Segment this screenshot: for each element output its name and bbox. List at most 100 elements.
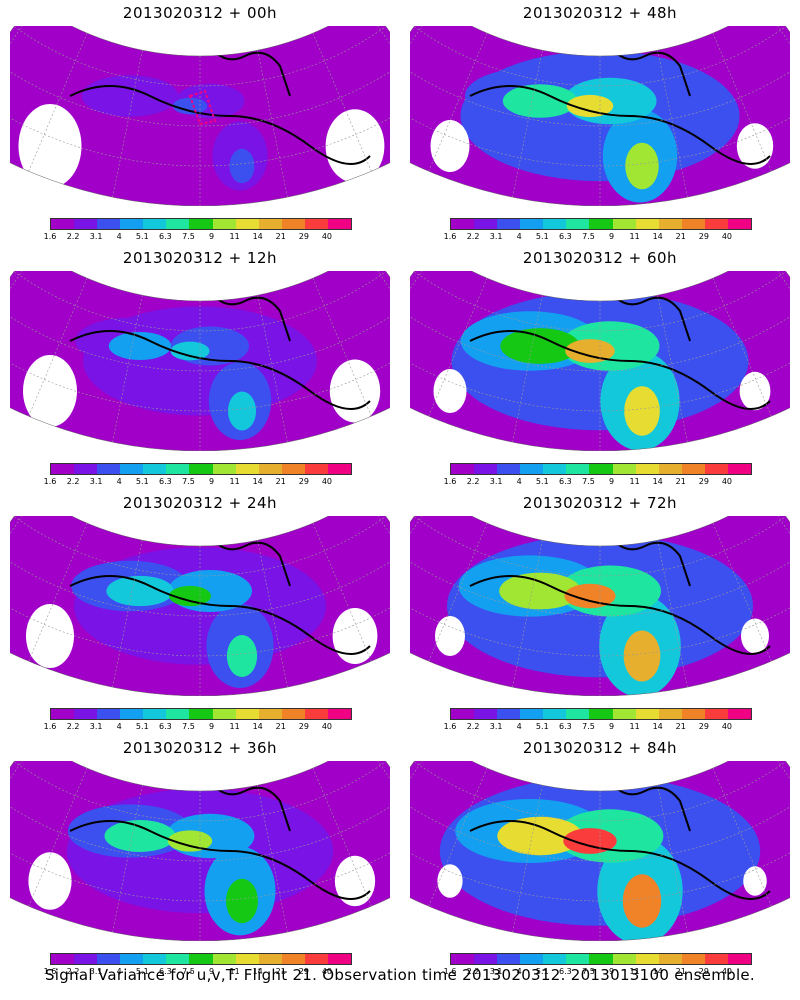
variance-map — [410, 516, 790, 696]
colorbar-swatch — [635, 709, 659, 719]
colorbar-swatch — [451, 954, 475, 964]
colorbar — [450, 708, 752, 720]
colorbar-label: 9 — [608, 722, 615, 731]
colorbar-label: 7.5 — [182, 477, 195, 486]
colorbar-label: 40 — [321, 967, 333, 976]
colorbar-label: 11 — [229, 722, 240, 731]
colorbar-label: 21 — [675, 722, 686, 731]
colorbar-swatch — [304, 954, 328, 964]
colorbar-swatch — [212, 219, 236, 229]
colorbar-label: 4 — [516, 232, 522, 241]
colorbar-swatch — [189, 219, 213, 229]
colorbar-swatch — [258, 709, 282, 719]
colorbar-swatch — [658, 709, 682, 719]
colorbar-swatch — [589, 219, 613, 229]
panel-title: 2013020312 + 36h — [122, 739, 278, 757]
colorbar-label: 29 — [298, 722, 309, 731]
colorbar-swatch — [566, 219, 590, 229]
colorbar-label: 7.5 — [582, 722, 595, 731]
colorbar-swatch — [612, 709, 636, 719]
colorbar-label: 14 — [652, 232, 663, 241]
variance-map — [410, 26, 790, 206]
colorbar-label: 21 — [275, 477, 286, 486]
colorbar-label: 21 — [675, 232, 686, 241]
colorbar-label: 11 — [229, 477, 240, 486]
colorbar-swatch — [258, 954, 282, 964]
colorbar-label: 1.6 — [43, 477, 57, 486]
colorbar-label: 4 — [116, 477, 122, 486]
colorbar-label: 7.5 — [182, 967, 195, 976]
colorbar-label: 21 — [275, 967, 286, 976]
forecast-panel: 2013020312 + 60h 1.6 2.2 3.1 4 5.1 6.3 7.5 9 11 14… — [410, 245, 790, 490]
colorbar-label: 6.3 — [559, 477, 572, 486]
colorbar-swatch — [520, 954, 544, 964]
colorbar-label: 2.2 — [466, 232, 480, 241]
colorbar-label: 6.3 — [159, 722, 172, 731]
colorbar-label: 3.1 — [89, 232, 103, 241]
colorbar-swatch — [189, 464, 213, 474]
colorbar-swatch — [658, 464, 682, 474]
colorbar-label: 40 — [321, 477, 333, 486]
colorbar-swatch — [212, 464, 236, 474]
colorbar-label: 7.5 — [182, 232, 195, 241]
colorbar-label: 29 — [698, 722, 709, 731]
colorbar-swatch — [74, 709, 98, 719]
colorbar-swatch — [612, 219, 636, 229]
colorbar-label: 21 — [675, 477, 686, 486]
colorbar-swatch — [681, 219, 705, 229]
colorbar-swatch — [120, 219, 144, 229]
colorbar-label: 40 — [321, 722, 333, 731]
colorbar-swatch — [97, 464, 121, 474]
colorbar-swatch — [97, 709, 121, 719]
colorbar-swatch — [681, 464, 705, 474]
colorbar-label: 21 — [275, 232, 286, 241]
colorbar-label: 40 — [721, 967, 733, 976]
colorbar-labels: 1.6 2.2 3.1 4 5.1 6.3 7.5 9 11 14 21 29 40 — [44, 722, 370, 734]
colorbar-label: 3.1 — [489, 967, 503, 976]
colorbar-label: 4 — [516, 967, 522, 976]
colorbar-swatch — [143, 954, 167, 964]
colorbar-labels: 1.6 2.2 3.1 4 5.1 6.3 7.5 9 11 14 21 29 40 — [444, 722, 770, 734]
colorbar-label: 5.1 — [535, 967, 549, 976]
panel-title: 2013020312 + 60h — [522, 249, 678, 267]
colorbar-swatch — [543, 464, 567, 474]
colorbar-swatch — [74, 954, 98, 964]
forecast-panel: 2013020312 + 84h 1.6 2.2 3.1 4 5.1 6.3 7.5 9 11 14… — [410, 735, 790, 980]
colorbar-swatch — [589, 464, 613, 474]
colorbar-swatch — [727, 219, 752, 229]
forecast-panel: 2013020312 + 00h 1.6 2.2 3.1 4 5.1 6.3 7.5 9 11 14… — [10, 0, 390, 245]
colorbar-swatch — [658, 219, 682, 229]
forecast-panel: 2013020312 + 12h 1.6 2.2 3.1 4 5.1 6.3 7.5 9 11 14… — [10, 245, 390, 490]
colorbar-swatch — [74, 219, 98, 229]
colorbar-swatch — [727, 709, 752, 719]
colorbar-swatch — [635, 954, 659, 964]
colorbar-swatch — [143, 709, 167, 719]
colorbar-swatch — [727, 464, 752, 474]
colorbar-swatch — [97, 954, 121, 964]
colorbar-swatch — [235, 954, 259, 964]
colorbar-swatch — [566, 954, 590, 964]
colorbar-label: 3.1 — [89, 477, 103, 486]
colorbar-label: 29 — [298, 477, 309, 486]
panel-title: 2013020312 + 24h — [122, 494, 278, 512]
colorbar-label: 29 — [298, 232, 309, 241]
colorbar-swatch — [704, 709, 728, 719]
colorbar-swatch — [635, 464, 659, 474]
variance-map — [10, 26, 390, 206]
colorbar-label: 2.2 — [466, 477, 480, 486]
colorbar-swatch — [681, 709, 705, 719]
colorbar-swatch — [166, 464, 190, 474]
colorbar-swatch — [589, 954, 613, 964]
colorbar-swatch — [235, 709, 259, 719]
colorbar-swatch — [120, 954, 144, 964]
colorbar-label: 40 — [321, 232, 333, 241]
colorbar-swatch — [327, 464, 352, 474]
colorbar-label: 9 — [208, 232, 215, 241]
colorbar-swatch — [497, 219, 521, 229]
colorbar-swatch — [520, 709, 544, 719]
colorbar-label: 9 — [208, 967, 215, 976]
colorbar-swatch — [281, 709, 305, 719]
colorbar-swatch — [497, 464, 521, 474]
colorbar-swatch — [143, 219, 167, 229]
variance-map — [10, 516, 390, 696]
